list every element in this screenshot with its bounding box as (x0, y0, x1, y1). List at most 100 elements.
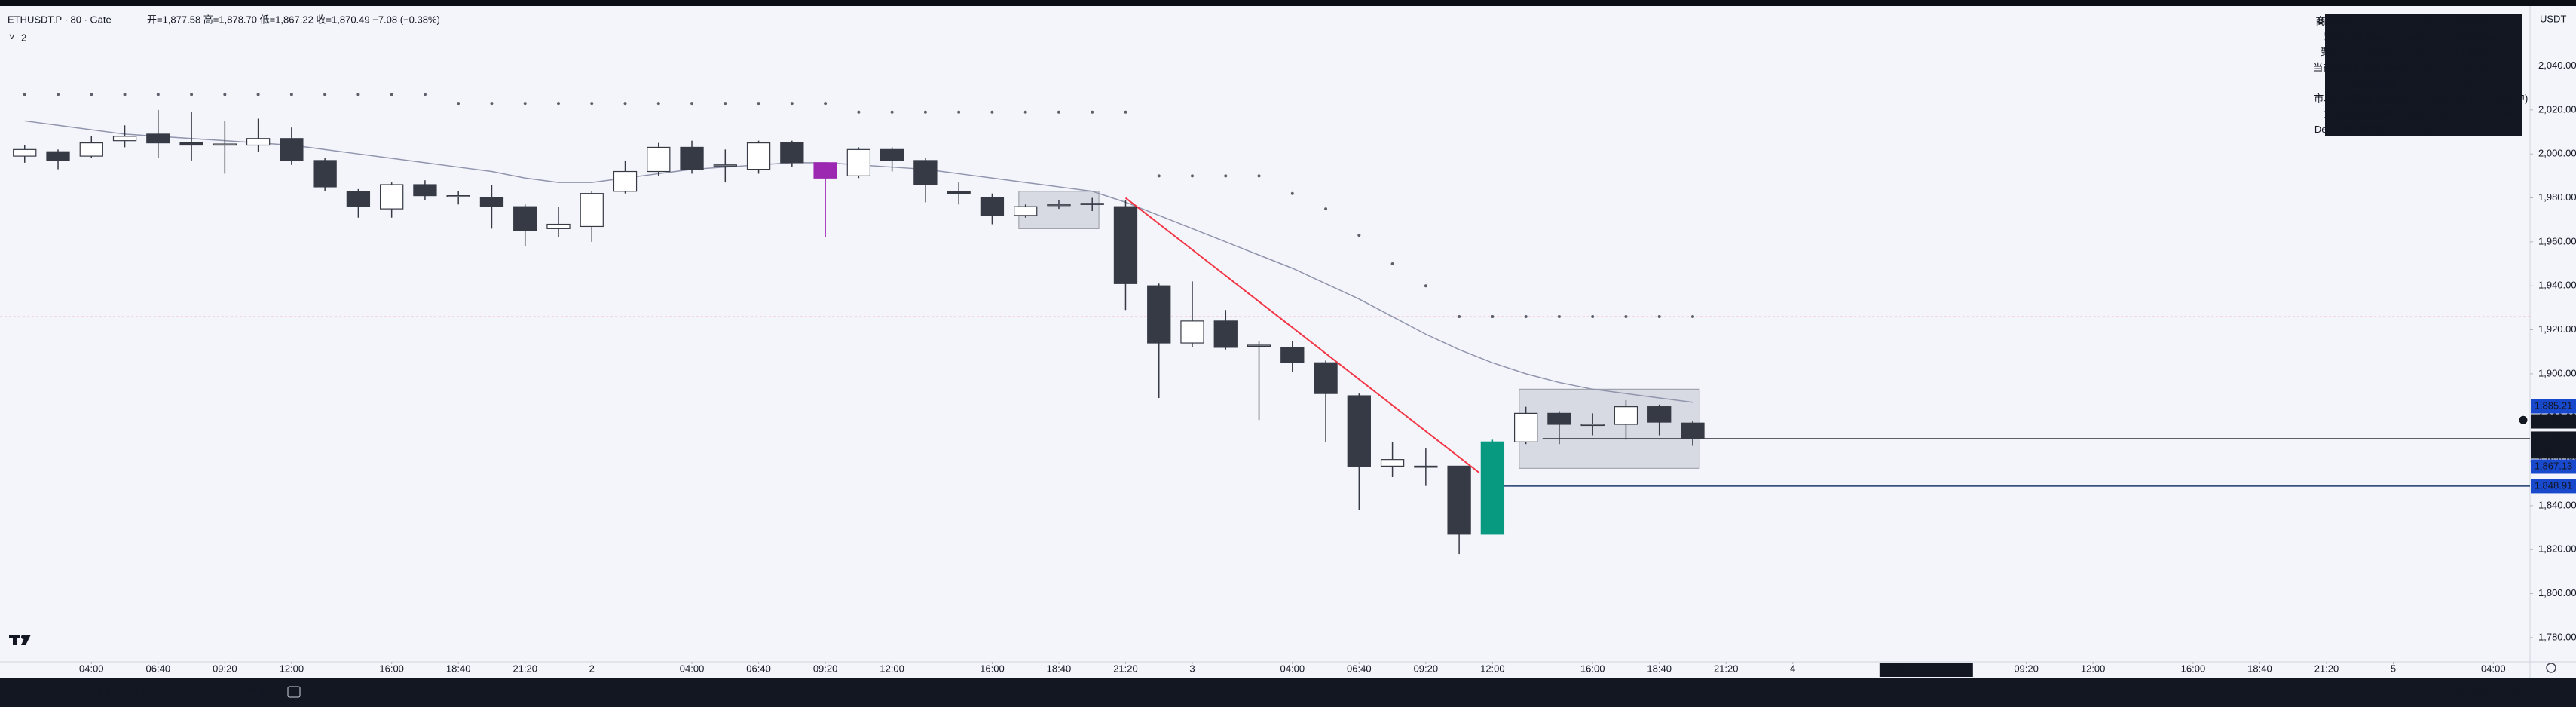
candle-body (313, 160, 337, 188)
trend-dot (123, 93, 127, 96)
crosshair-time-label: 周四 6月 04 05:20 (1887, 663, 1966, 675)
trend-dot (757, 102, 760, 106)
candle-body (413, 184, 437, 197)
y-tick-label: 1,820.00 (2538, 543, 2576, 555)
info-label: 市场结构状态 (Brooks TTR) (2314, 93, 2434, 104)
pane-collapse[interactable]: ˅ (9, 31, 15, 42)
price-label-bg (2531, 399, 2576, 414)
trend-dot (190, 93, 194, 96)
x-tick-label: 06:40 (746, 663, 771, 674)
info-value: ● 空头 (Bear) (2443, 31, 2501, 42)
candle-body (613, 170, 638, 192)
info-label: 主动成交量流量 (Delta) (2324, 108, 2425, 119)
trend-dot (1124, 110, 1127, 114)
price-label-bg (2531, 459, 2576, 474)
candle-body (246, 138, 271, 146)
range-button[interactable]: 5天 (37, 686, 52, 697)
candle-body (1447, 465, 1471, 535)
trend-dot (556, 102, 560, 106)
trend-dot (1357, 234, 1361, 237)
x-tick-label: 21:20 (512, 663, 537, 674)
info-table-bg (2325, 14, 2522, 136)
range-button[interactable]: 6个月 (133, 686, 158, 697)
info-label: 当前实体扩张率 (Body/ATR) (2313, 62, 2435, 73)
range-button[interactable]: YTD (167, 686, 187, 697)
candle-body (1047, 204, 1071, 207)
crosshair-time-bg (1879, 663, 1973, 677)
range-button[interactable]: 全部 (246, 686, 266, 697)
x-tick-label: 04:00 (680, 663, 705, 674)
trend-dot (857, 110, 861, 114)
candle-body (513, 206, 537, 231)
x-tick-label: 21:20 (1113, 663, 1138, 674)
trend-dot (323, 93, 327, 96)
info-label: 聚合 ATR 波动率 (10/20) (2321, 46, 2428, 57)
candle-body (1614, 406, 1638, 425)
candle-body (112, 136, 137, 142)
candle-body (1513, 412, 1538, 442)
candle-body (1247, 344, 1271, 347)
x-tick-label: 21:20 (1714, 663, 1739, 674)
candle-body (1547, 412, 1571, 425)
range-button[interactable]: 3个月 (97, 686, 122, 697)
currency[interactable]: USDT (2540, 13, 2566, 24)
trend-dot (1290, 191, 1294, 195)
range-button[interactable]: 1个月 (61, 686, 86, 697)
candle-body (280, 138, 304, 161)
x-tick-label: 12:00 (880, 663, 904, 674)
candle-body (1580, 424, 1605, 427)
range-button[interactable]: 1年 (196, 686, 211, 697)
settings-icon[interactable] (2546, 663, 2556, 673)
trend-dot (1057, 110, 1060, 114)
range-button[interactable]: 5年 (221, 686, 236, 697)
trend-dot (490, 102, 494, 106)
trendline (1124, 197, 1480, 473)
y-tick-label: 2,020.00 (2538, 103, 2576, 115)
candle-body (1180, 320, 1204, 344)
x-tick-label: 18:40 (2247, 663, 2272, 674)
candle-body (446, 195, 470, 197)
trend-dot (1557, 315, 1561, 319)
trend-dot (1091, 110, 1094, 114)
y-tick-label: 1,940.00 (2538, 280, 2576, 291)
trend-dot (824, 102, 828, 106)
candle-body (1480, 441, 1505, 535)
info-value: 30.1% (2458, 62, 2486, 73)
candle-body (46, 151, 70, 161)
price-label-bg (2531, 431, 2576, 459)
x-tick-label: 04:00 (1280, 663, 1305, 674)
price-label: 1,885.21 (2535, 399, 2573, 411)
trend-dot (90, 93, 93, 96)
pane-count[interactable]: 2 (21, 32, 26, 43)
x-tick-label: 09:20 (813, 663, 838, 674)
trend-dot (1591, 315, 1595, 319)
candle-body (79, 142, 103, 157)
trend-dot (356, 93, 360, 96)
x-tick-label: 12:00 (2081, 663, 2106, 674)
trend-dot (1191, 174, 1195, 178)
info-value: 37.1 (2462, 77, 2481, 88)
x-tick-label: 18:40 (1647, 663, 1672, 674)
candle-body (713, 164, 737, 167)
y-tick-label: 2,040.00 (2538, 60, 2576, 71)
x-tick-label: 2 (589, 663, 595, 674)
range-button[interactable]: 1天 (12, 686, 27, 697)
candle-body (1414, 465, 1438, 468)
candle-body (647, 146, 671, 173)
candle-body (1113, 206, 1138, 284)
crosshair-add-icon[interactable] (2518, 415, 2529, 425)
trend-dot (256, 93, 260, 96)
trend-dot (990, 110, 994, 114)
zone (1519, 388, 1700, 469)
info-label: 宏观大势 (SuperTrend) (2324, 31, 2424, 42)
info-label: RSI 动能值 (2350, 77, 2398, 88)
ohlc-legend: 开=1,877.58 高=1,878.70 低=1,867.22 收=1,870… (147, 14, 440, 25)
date-range-icon[interactable] (287, 686, 301, 698)
x-tick-label: 5 (2391, 663, 2396, 674)
candle-body (479, 197, 504, 207)
trend-dot (923, 110, 927, 114)
info-value: 23.6354 (2455, 46, 2490, 57)
price-label-countdown: 55:02 (2541, 445, 2566, 456)
